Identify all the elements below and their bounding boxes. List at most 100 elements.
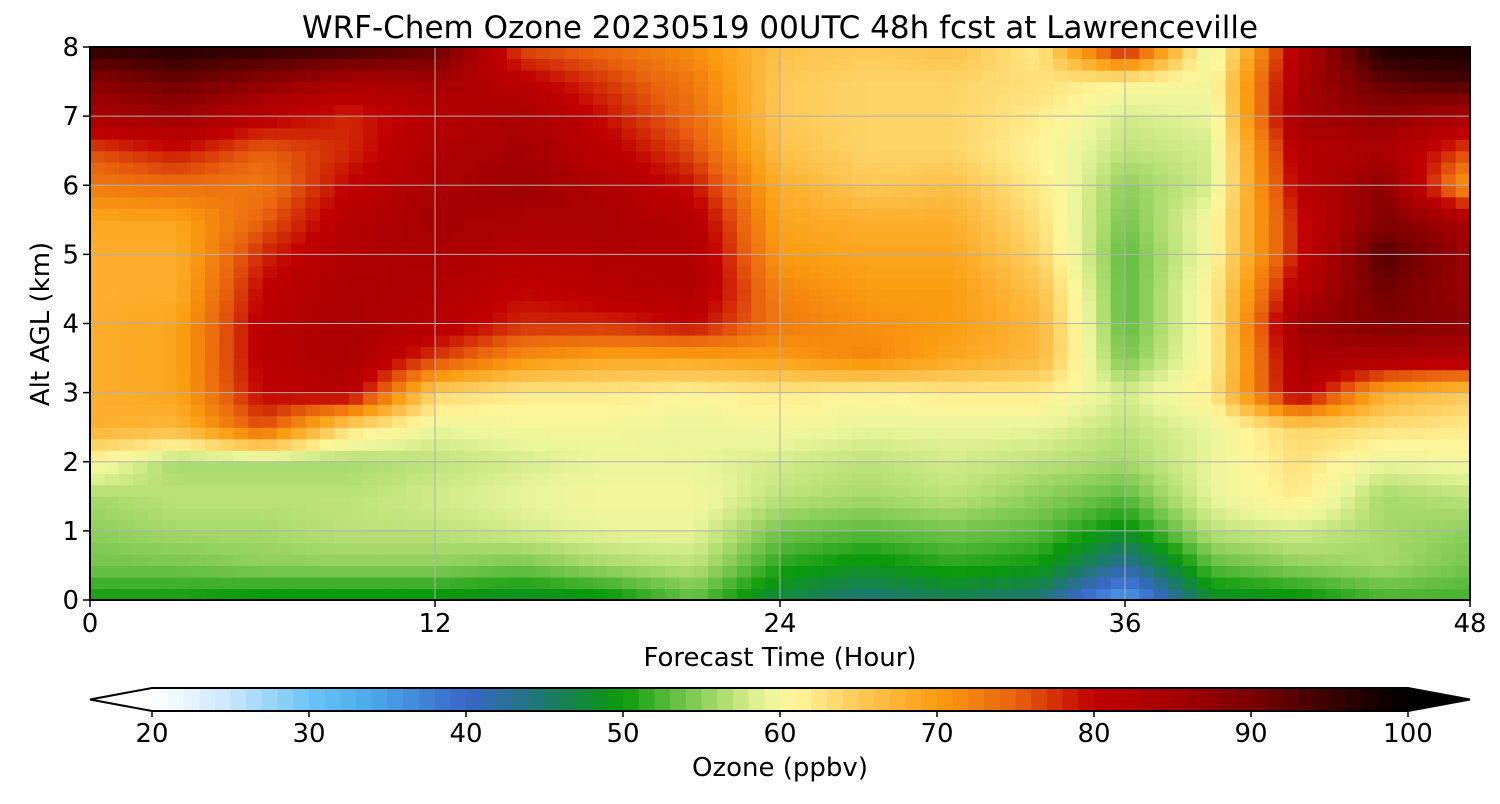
heatmap-cell (104, 231, 120, 244)
heatmap-cell (1455, 311, 1471, 325)
heatmap-cell (1254, 47, 1270, 60)
heatmap-cell (1326, 127, 1342, 140)
heatmap-cell (607, 127, 623, 140)
heatmap-cell (233, 588, 249, 601)
heatmap-cell (449, 346, 465, 359)
heatmap-cell (1196, 265, 1212, 279)
heatmap-cell (823, 242, 839, 255)
heatmap-cell (391, 565, 407, 578)
heatmap-cell (1067, 219, 1083, 232)
heatmap-cell (176, 588, 192, 601)
heatmap-cell (1240, 530, 1255, 543)
heatmap-cell (1369, 335, 1385, 348)
heatmap-cell (233, 47, 249, 60)
heatmap-cell (952, 415, 968, 428)
heatmap-cell (550, 358, 565, 371)
heatmap-cell (233, 484, 249, 497)
heatmap-cell (320, 427, 335, 440)
heatmap-cell (133, 369, 149, 382)
heatmap-cell (406, 369, 422, 382)
heatmap-cell (435, 369, 450, 382)
heatmap-cell (952, 542, 968, 555)
heatmap-cell (1096, 139, 1112, 152)
heatmap-cell (1081, 461, 1097, 474)
heatmap-cell (1240, 427, 1255, 440)
heatmap-cell (636, 519, 652, 532)
heatmap-cell (1010, 196, 1025, 209)
heatmap-cell (334, 196, 350, 209)
heatmap-cell (1125, 116, 1140, 129)
heatmap-cell (190, 93, 206, 106)
heatmap-cell (463, 254, 479, 267)
heatmap-cell (1067, 507, 1083, 520)
heatmap-cell (449, 427, 465, 440)
heatmap-cell (780, 208, 795, 221)
heatmap-cell (521, 208, 537, 221)
heatmap-cell (564, 162, 580, 175)
heatmap-cell (161, 277, 177, 290)
heatmap-cell (190, 277, 206, 290)
heatmap-cell (765, 254, 781, 267)
heatmap-cell (1355, 427, 1370, 440)
heatmap-cell (1067, 553, 1083, 567)
heatmap-cell (104, 323, 120, 336)
heatmap-cell (147, 288, 163, 302)
heatmap-cell (133, 116, 149, 129)
heatmap-cell (1081, 104, 1097, 117)
heatmap-cell (492, 231, 508, 244)
heatmap-cell (1254, 196, 1270, 209)
heatmap-cell (176, 116, 192, 129)
heatmap-cell (1196, 70, 1212, 83)
heatmap-cell (1110, 346, 1126, 359)
heatmap-cell (1024, 553, 1040, 567)
heatmap-cell (233, 196, 249, 209)
heatmap-cell (578, 427, 594, 440)
heatmap-cell (435, 553, 450, 567)
heatmap-cell (1297, 427, 1313, 440)
heatmap-cell (435, 139, 450, 152)
heatmap-cell (1211, 542, 1227, 555)
heatmap-cell (1010, 473, 1025, 486)
heatmap-cell (320, 588, 335, 601)
heatmap-cell (1067, 81, 1083, 94)
heatmap-cell (952, 162, 968, 175)
heatmap-cell (837, 58, 853, 71)
heatmap-cell (506, 265, 522, 279)
heatmap-cell (176, 461, 192, 474)
heatmap-cell (851, 47, 867, 60)
heatmap-cell (981, 392, 997, 405)
heatmap-cell (1110, 70, 1126, 83)
heatmap-cell (233, 139, 249, 152)
heatmap-cell (823, 58, 839, 71)
heatmap-cell (1110, 254, 1126, 267)
heatmap-cell (1225, 242, 1241, 255)
heatmap-cell (995, 346, 1011, 359)
heatmap-cell (492, 530, 508, 543)
heatmap-cell (1182, 335, 1198, 348)
heatmap-cell (1412, 93, 1428, 106)
heatmap-cell (880, 231, 896, 244)
colorbar-swatch (937, 688, 954, 711)
heatmap-cell (190, 58, 206, 71)
heatmap-cell (377, 530, 393, 543)
heatmap-cell (1211, 507, 1227, 520)
heatmap-cell (190, 346, 206, 359)
heatmap-cell (952, 496, 968, 509)
heatmap-cell (334, 392, 350, 405)
heatmap-cell (995, 542, 1011, 555)
heatmap-cell (506, 58, 522, 71)
heatmap-cell (1441, 58, 1457, 71)
heatmap-cell (1211, 415, 1227, 428)
heatmap-cell (593, 242, 609, 255)
heatmap-cell (578, 369, 594, 382)
heatmap-cell (133, 58, 149, 71)
heatmap-cell (205, 461, 220, 474)
heatmap-cell (1211, 392, 1227, 405)
heatmap-cell (823, 288, 839, 302)
colorbar-swatch (167, 688, 184, 711)
colorbar-swatch (670, 688, 687, 711)
heatmap-cell (521, 311, 537, 325)
heatmap-cell (995, 576, 1011, 590)
heatmap-cell (1326, 70, 1342, 83)
heatmap-cell (248, 219, 264, 232)
